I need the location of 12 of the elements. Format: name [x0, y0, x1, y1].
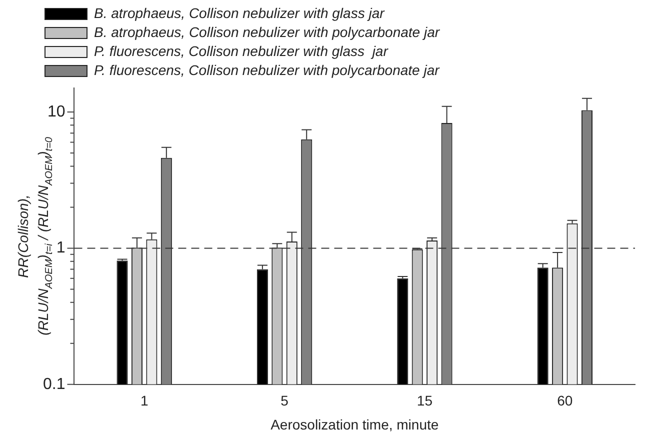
x-tick-label: 60	[557, 392, 573, 409]
y-tick-label: 10	[47, 103, 66, 120]
legend-label: P. fluorescens, Collison nebulizer with polycarbonate jar	[94, 62, 441, 78]
legend-label: P. fluorescens, Collison nebulizer with glass jar	[94, 42, 390, 59]
x-axis-title: Aerosolization time, minute	[270, 416, 439, 432]
y-tick-label: 1	[56, 240, 66, 257]
x-tick-label: 15	[416, 392, 433, 409]
x-tick-label: 1	[140, 392, 148, 409]
x-tick-label: 5	[280, 392, 289, 409]
legend-label: B. atrophaeus, Collison nebulizer with glass jar	[94, 4, 386, 21]
legend-label: B. atrophaeus, Collison nebulizer with polycarbonate jar	[94, 24, 441, 40]
y-tick-label: 0.1	[42, 376, 66, 393]
